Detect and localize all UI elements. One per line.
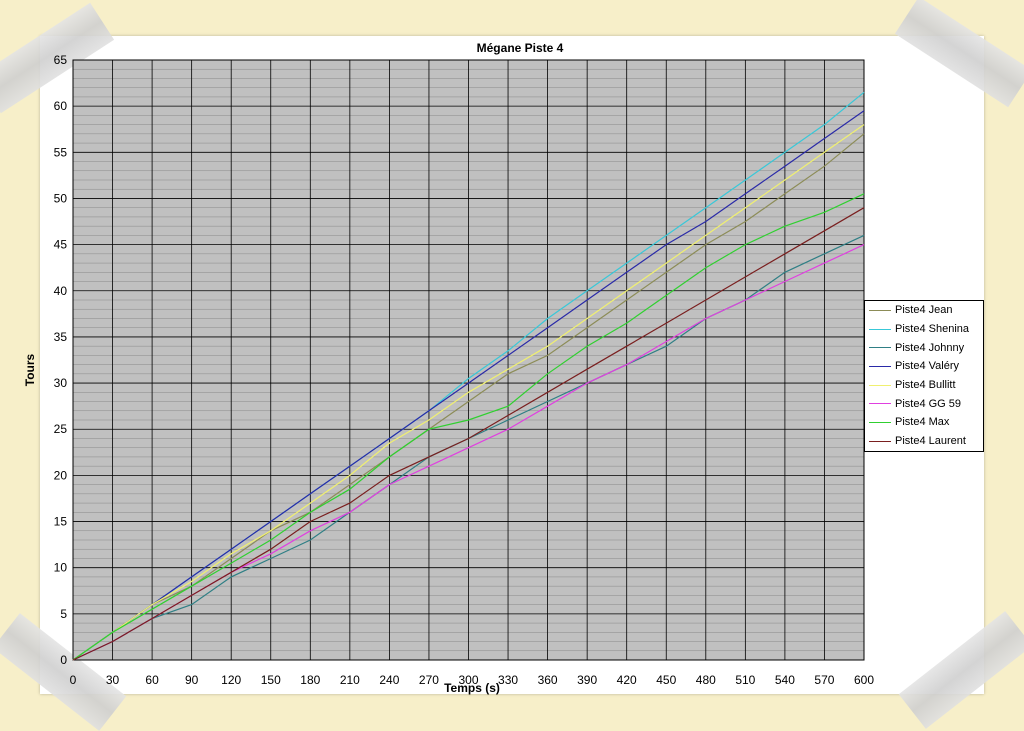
- x-tick-label: 300: [458, 673, 478, 687]
- chart-legend: Piste4 Jean Piste4 Shenina Piste4 Johnny Pi…: [864, 300, 984, 452]
- series-line-7: [72, 193, 865, 661]
- legend-label: Piste4 Laurent: [895, 435, 966, 448]
- chart-title: Mégane Piste 4: [477, 41, 564, 55]
- legend-swatch: [869, 421, 891, 423]
- y-tick-label: 25: [54, 422, 68, 436]
- y-tick-label: 5: [60, 607, 67, 621]
- x-tick-label: 420: [617, 673, 637, 687]
- legend-label: Piste4 Max: [895, 416, 950, 429]
- legend-label: Piste4 Jean: [895, 304, 953, 317]
- y-tick-label: 40: [54, 284, 68, 298]
- x-tick-label: 0: [70, 673, 77, 687]
- x-tick-label: 60: [145, 673, 159, 687]
- grid-lines: [72, 59, 865, 661]
- legend-label: Piste4 Bullitt: [895, 379, 956, 392]
- series-line-4: [72, 110, 865, 661]
- legend-item: Piste4 Johnny: [865, 338, 983, 357]
- legend-item: Piste4 Jean: [865, 301, 983, 320]
- legend-label: Piste4 GG 59: [895, 397, 962, 410]
- y-tick-label: 55: [54, 145, 68, 159]
- x-tick-label: 90: [185, 673, 199, 687]
- x-tick-label: 390: [577, 673, 597, 687]
- y-tick-label: 60: [54, 99, 68, 113]
- x-tick-label: 600: [854, 673, 874, 687]
- x-axis-label: Temps (s): [444, 681, 500, 695]
- x-tick-label: 210: [340, 673, 360, 687]
- legend-swatch: [869, 365, 891, 367]
- x-tick-label: 570: [814, 673, 834, 687]
- legend-item: Piste4 GG 59: [865, 394, 983, 413]
- legend-swatch: [869, 384, 891, 386]
- y-tick-label: 50: [54, 191, 68, 205]
- legend-swatch: [869, 403, 891, 405]
- y-tick-label: 0: [60, 653, 67, 667]
- y-tick-label: 35: [54, 330, 68, 344]
- legend-swatch: [869, 440, 891, 442]
- series-line-1: [72, 133, 865, 661]
- x-tick-label: 270: [419, 673, 439, 687]
- legend-swatch: [869, 328, 891, 330]
- x-tick-label: 360: [538, 673, 558, 687]
- x-tick-label: 150: [261, 673, 281, 687]
- x-tick-label: 30: [106, 673, 120, 687]
- y-tick-label: 15: [54, 515, 68, 529]
- x-tick-label: 330: [498, 673, 518, 687]
- y-tick-label: 30: [54, 376, 68, 390]
- y-tick-label: 65: [54, 53, 68, 67]
- x-tick-label: 450: [656, 673, 676, 687]
- legend-item: Piste4 Max: [865, 413, 983, 432]
- legend-item: Piste4 Valéry: [865, 357, 983, 376]
- legend-item: Piste4 Shenina: [865, 320, 983, 339]
- y-tick-label: 45: [54, 238, 68, 252]
- legend-item: Piste4 Laurent: [865, 432, 983, 451]
- legend-label: Piste4 Valéry: [895, 360, 959, 373]
- y-tick-label: 10: [54, 561, 68, 575]
- y-axis-label: Tours: [23, 353, 37, 386]
- legend-swatch: [869, 309, 891, 311]
- x-tick-label: 480: [696, 673, 716, 687]
- legend-label: Piste4 Shenina: [895, 323, 969, 336]
- x-tick-label: 540: [775, 673, 795, 687]
- x-tick-label: 240: [379, 673, 399, 687]
- series-line-5: [72, 124, 865, 661]
- series-line-8: [72, 207, 865, 661]
- x-tick-label: 120: [221, 673, 241, 687]
- legend-label: Piste4 Johnny: [895, 341, 965, 354]
- x-tick-label: 180: [300, 673, 320, 687]
- y-tick-label: 20: [54, 468, 68, 482]
- legend-swatch: [869, 347, 891, 349]
- legend-item: Piste4 Bullitt: [865, 376, 983, 395]
- x-tick-label: 510: [735, 673, 755, 687]
